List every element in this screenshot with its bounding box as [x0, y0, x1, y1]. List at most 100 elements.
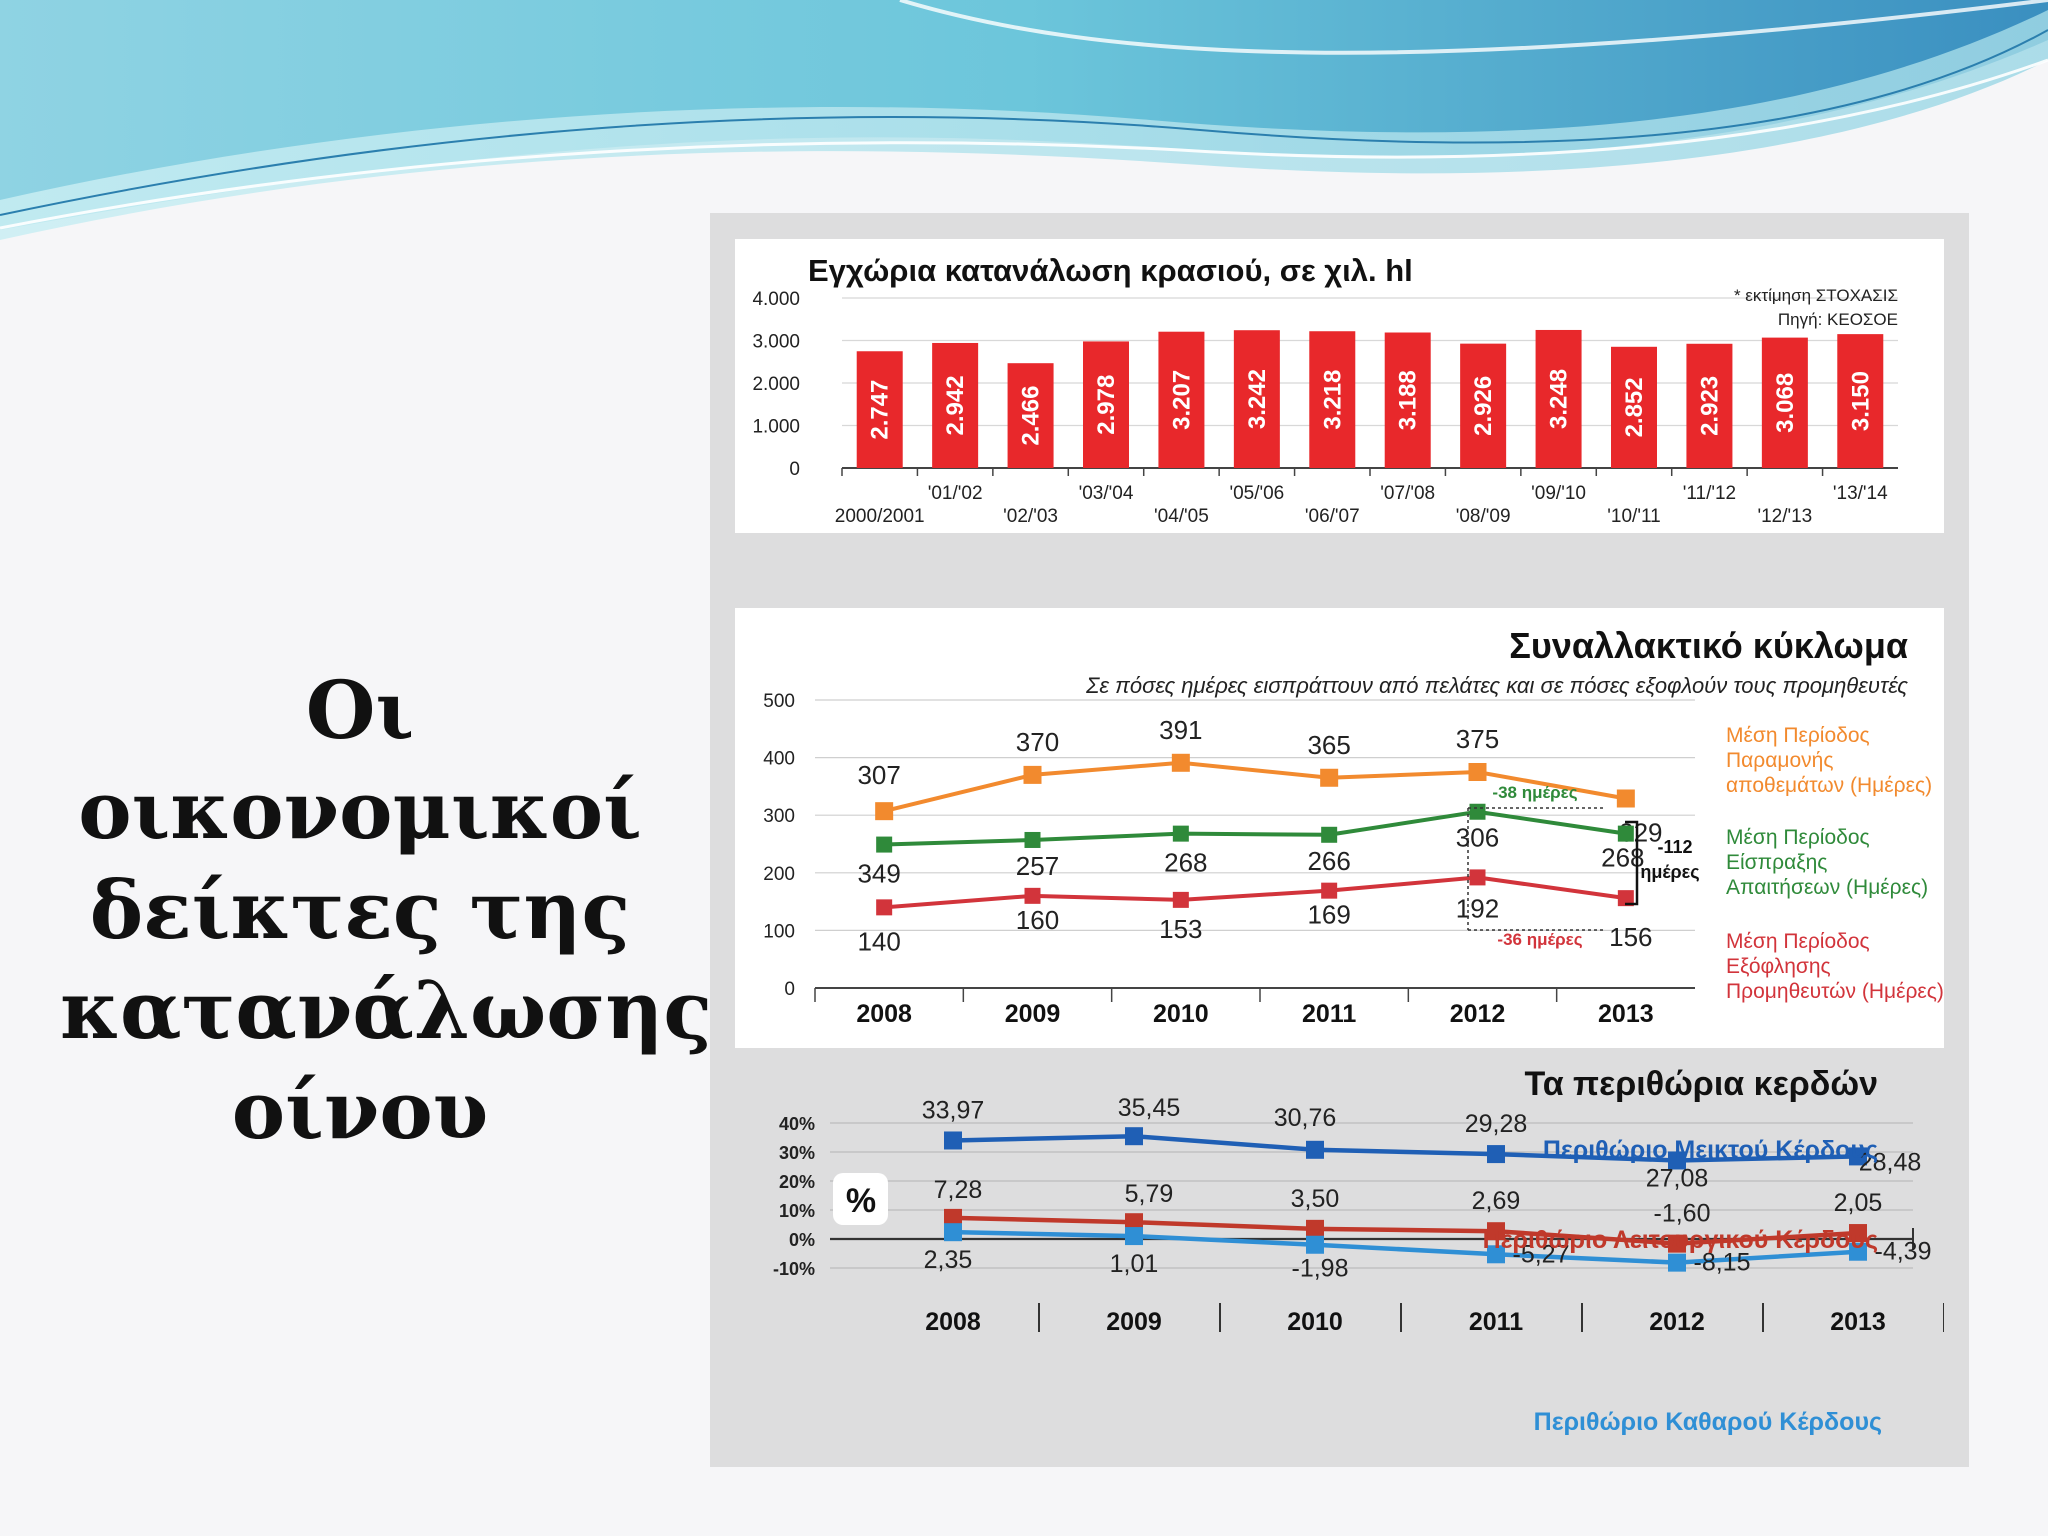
- cycle-point: [1617, 890, 1634, 907]
- bar: [1158, 331, 1205, 468]
- bar-x-tick-label: '09/'10: [1531, 483, 1586, 504]
- trade-cycle-panel: 0 100 200 300 400 500 2008 2009 2010 2011 2012 201…: [735, 608, 1944, 1048]
- bar-x-tick-label: '12/'13: [1757, 506, 1812, 527]
- cycle-data-label: 365: [1307, 730, 1350, 760]
- margins-point: [1668, 1253, 1686, 1272]
- cycle-point: [875, 802, 894, 821]
- cycle-data-label: 306: [1456, 823, 1499, 853]
- cycle-legend: Μέση Περίοδος Παραμονής αποθεμάτων (Ημέρ…: [1726, 724, 1944, 1003]
- bar-chart-source: Πηγή: ΚΕΟΣΟΕ: [1778, 310, 1898, 329]
- bar-x-tick-label: '01/'02: [928, 483, 983, 504]
- cycle-data-label: 349: [857, 859, 900, 889]
- margins-data-label: 2,05: [1834, 1189, 1883, 1217]
- margins-data-label: 27,08: [1646, 1164, 1709, 1192]
- bar-value-label: 3.218: [1319, 370, 1346, 430]
- margins-point: [1849, 1242, 1867, 1261]
- bar-value-label: 3.242: [1244, 369, 1271, 429]
- cycle-y-tick-label: 200: [763, 864, 795, 885]
- cycle-data-label: 375: [1456, 724, 1499, 754]
- margins-series-line: [952, 1215, 1859, 1246]
- margins-point: [1306, 1219, 1324, 1238]
- bar-value-label: 3.207: [1168, 370, 1195, 430]
- bar-x-tick-label: '02/'03: [1003, 506, 1058, 527]
- margins-series-line: [952, 1229, 1859, 1265]
- bar-value-label: 3.068: [1772, 373, 1799, 433]
- margins-data-label: 2,35: [924, 1246, 973, 1274]
- cycle-data-label: 391: [1159, 715, 1202, 745]
- bar-x-tick-label: '11/'12: [1683, 483, 1736, 504]
- margins-data-label: 1,01: [1110, 1250, 1159, 1278]
- percent-badge: %: [833, 1173, 888, 1225]
- margins-data-label: 2,69: [1472, 1187, 1521, 1215]
- margins-y-tick-label: -10%: [773, 1259, 815, 1279]
- legend-inventory-line-3: αποθεμάτων (Ημέρες): [1726, 774, 1932, 797]
- legend-receivables-line-3: Απαιτήσεων (Ημέρες): [1726, 876, 1928, 899]
- margins-point: [1487, 1145, 1505, 1164]
- bar-x-tick-label: 2000/2001: [835, 506, 925, 527]
- margins-data-label: 7,28: [934, 1176, 983, 1204]
- bar-value-label: 3.188: [1395, 370, 1422, 430]
- margins-point: [1487, 1245, 1505, 1264]
- cycle-y-tick-label: 100: [763, 921, 795, 942]
- cycle-point: [1320, 768, 1339, 787]
- bar: [932, 342, 979, 468]
- bar-value-label: 2.466: [1018, 386, 1045, 446]
- bar-value-label: 2.926: [1470, 376, 1497, 436]
- cycle-data-label: 156: [1609, 922, 1652, 952]
- bar-value-label: 3.248: [1546, 369, 1573, 429]
- slide-title-line-4: οίνου: [231, 1063, 489, 1157]
- bar-x-tick-label: '08/'09: [1456, 506, 1511, 527]
- cycle-y-tick-label: 500: [763, 691, 795, 712]
- margins-point: [1125, 1213, 1143, 1232]
- bar: [1761, 337, 1808, 468]
- bar: [1384, 332, 1431, 468]
- margins-point: [1125, 1127, 1143, 1146]
- wave-line-1: [0, 29, 2048, 216]
- bar-chart-note: * εκτίμηση ΣΤΟΧΑΣΙΣ: [1734, 286, 1898, 305]
- cycle-data-label: 192: [1456, 893, 1499, 923]
- cycle-annotations: -38 ημέρες -36 ημέρες -112 ημέρες: [1467, 783, 1700, 949]
- cycle-x-tick-label: 2013: [1598, 1000, 1654, 1028]
- bracket-unit: ημέρες: [1640, 862, 1699, 882]
- legend-payables-line-3: Προμηθευτών (Ημέρες): [1726, 980, 1944, 1003]
- slide-title: Οι οικονομικοί δείκτες της κατανάλωσης ο…: [60, 660, 713, 1160]
- bar: [856, 351, 903, 468]
- margins-y-tick-label: 30%: [779, 1143, 815, 1163]
- margins-x-tick-label: 2010: [1287, 1308, 1343, 1336]
- trade-cycle-chart: 0 100 200 300 400 500 2008 2009 2010 2011 2012 201…: [763, 625, 1944, 1028]
- wave-front: [0, 10, 2048, 240]
- cycle-point: [876, 899, 893, 916]
- profit-margins-chart: -10%0%10%20%30%40% 2008 2009 2010 2011 2012 2…: [773, 1065, 1945, 1436]
- bar-value-label: 2.852: [1621, 377, 1648, 437]
- legend-inventory-line-2: Παραμονής: [1726, 749, 1833, 772]
- bar: [1686, 343, 1733, 468]
- cycle-point: [1617, 825, 1634, 842]
- cycle-data-label: 370: [1016, 727, 1059, 757]
- margins-chart-title: Τα περιθώρια κερδών: [1524, 1065, 1878, 1103]
- bar-gridlines: [842, 297, 1898, 469]
- bar-x-tick-label: '10/'11: [1607, 506, 1660, 527]
- cycle-point: [1321, 826, 1338, 843]
- bar-value-label: 2.978: [1093, 375, 1120, 435]
- cycle-point: [1024, 887, 1041, 904]
- slide-title-line-3: κατανάλωσης: [60, 963, 713, 1057]
- margins-x-tick-label: 2008: [925, 1308, 981, 1336]
- margins-data-label: 29,28: [1465, 1110, 1528, 1138]
- diff-label-top: -38 ημέρες: [1492, 783, 1577, 802]
- cycle-y-tick-label: 0: [784, 979, 795, 1000]
- cycle-data-label: 268: [1164, 848, 1207, 878]
- margins-point: [1668, 1151, 1686, 1170]
- legend-payables-line-1: Μέση Περίοδος: [1726, 930, 1870, 953]
- margins-series-line: [952, 1133, 1859, 1163]
- percent-badge-text: %: [846, 1182, 876, 1220]
- margins-data-label: -1,60: [1654, 1200, 1711, 1228]
- margins-data-label: -1,98: [1292, 1255, 1349, 1283]
- infographic-figure: 0 1.000 2.000 3.000 4.000 2.747 2.942 2.466 2.9…: [710, 213, 1969, 1467]
- cycle-point: [876, 836, 893, 853]
- slide-title-line-1: Οι οικονομικοί: [78, 663, 642, 857]
- margins-data-label: -5,27: [1513, 1240, 1570, 1268]
- bar-x-tick-label: '07/'08: [1380, 483, 1435, 504]
- diff-label-bottom: -36 ημέρες: [1497, 930, 1582, 949]
- bar-y-tick-label: 0: [789, 459, 800, 480]
